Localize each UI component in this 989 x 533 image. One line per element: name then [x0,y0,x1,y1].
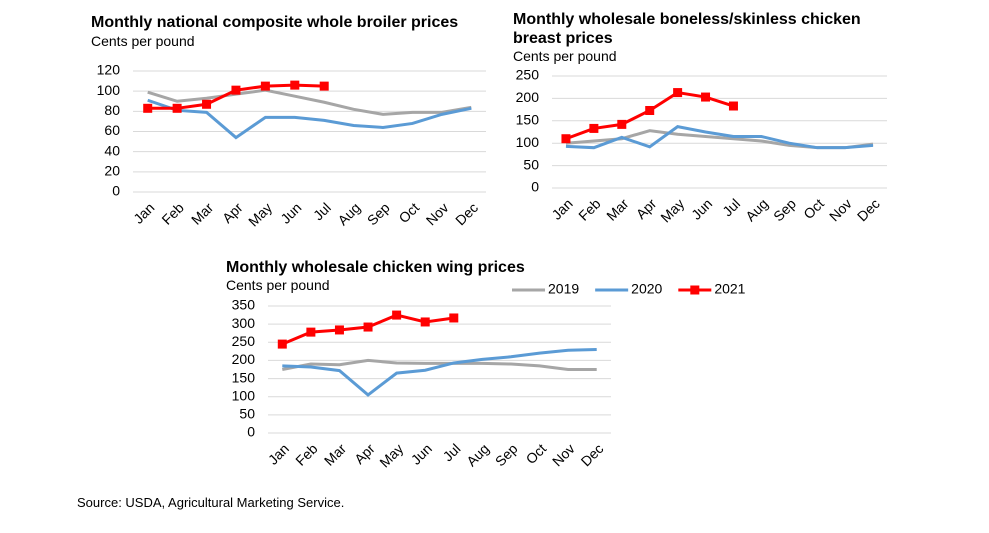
x-tick-label: Nov [549,440,578,469]
chart-title: Monthly wholesale chicken wing prices [226,259,525,276]
x-tick-label: Jun [277,199,304,226]
x-tick-label: Oct [395,199,422,226]
x-tick-label: Sep [364,199,393,228]
x-tick-label: Jul [719,195,743,219]
series-line [147,98,472,140]
x-tick-label: Sep [770,195,799,224]
marker [363,322,373,332]
x-tick-label: Oct [523,440,550,467]
x-tick-label: Nov [826,195,855,224]
x-tick-label: Nov [423,199,452,228]
y-tick-label: 200 [516,89,540,105]
marker [449,313,459,323]
y-tick-label: 20 [104,163,120,179]
y-tick-label: 100 [232,387,256,403]
x-tick-label: Mar [603,195,632,224]
x-tick-label: Jan [265,440,292,467]
series-line [282,358,597,371]
marker [231,85,241,95]
source: Source: USDA, Agricultural Marketing Ser… [77,495,345,510]
marker [420,317,430,327]
legend-marker [690,285,700,295]
x-tick-label: May [376,440,406,470]
y-tick-label: 50 [239,406,255,422]
x-tick-label: Apr [633,195,660,222]
chart-title: Monthly wholesale boneless/skinless chic… [513,11,861,47]
y-tick-label: 40 [104,142,120,158]
marker [728,101,738,111]
x-tick-label: Feb [575,195,604,224]
legend-label: 2019 [548,281,579,297]
x-tick-label: Oct [800,195,827,222]
x-tick-label: Aug [463,440,492,469]
x-tick-label: Mar [188,199,217,228]
y-tick-label: 0 [112,183,120,199]
marker [277,339,287,349]
x-tick-label: Dec [578,440,607,469]
y-tick-label: 150 [232,369,256,385]
x-tick-label: Jun [688,195,715,222]
x-tick-label: Feb [292,440,321,469]
marker [561,134,571,144]
y-tick-label: 0 [247,424,255,440]
marker [202,99,212,109]
y-tick-label: 350 [232,297,256,313]
y-tick-label: 80 [104,102,120,118]
marker [701,92,711,102]
marker [673,88,683,98]
marker [143,103,153,113]
x-tick-label: Apr [219,199,246,226]
y-tick-label: 100 [97,82,121,98]
x-tick-label: Mar [321,440,350,469]
x-tick-label: Jan [548,195,575,222]
y-tick-label: 200 [232,351,256,367]
chart-subtitle: Cents per pound [513,48,617,64]
x-tick-label: Jul [310,199,334,223]
chart-subtitle: Cents per pound [91,33,195,49]
marker [645,105,655,115]
y-tick-label: 100 [516,134,540,150]
y-tick-label: 250 [516,67,540,83]
marker [260,81,270,91]
x-tick-label: Dec [452,199,481,228]
chart-title: Monthly national composite whole broiler… [91,14,459,31]
marker [290,80,300,90]
marker [172,103,182,113]
marker [334,325,344,335]
x-tick-label: May [245,199,275,229]
y-tick-label: 50 [523,156,539,172]
legend-label: 2020 [631,281,662,297]
y-tick-label: 0 [531,179,539,195]
marker [306,327,316,337]
y-tick-label: 150 [516,112,540,128]
marker [617,119,627,129]
x-tick-label: Dec [854,195,883,224]
marker [319,81,329,91]
series-line [282,348,597,397]
y-tick-label: 60 [104,122,120,138]
x-tick-label: Apr [351,440,378,467]
series-line [147,88,472,116]
x-tick-label: Feb [158,199,187,228]
marker [589,123,599,133]
x-tick-label: Jul [440,440,464,464]
legend-label: 2021 [714,281,745,297]
x-tick-label: Jan [130,199,157,226]
x-tick-label: May [657,195,687,225]
marker [392,310,402,320]
series-line [565,125,874,150]
y-tick-label: 250 [232,333,256,349]
x-tick-label: Aug [334,199,363,228]
x-tick-label: Jun [408,440,435,467]
chart-subtitle: Cents per pound [226,277,330,293]
y-tick-label: 300 [232,315,256,331]
x-tick-label: Sep [492,440,521,469]
x-tick-label: Aug [742,195,771,224]
y-tick-label: 120 [97,62,121,78]
